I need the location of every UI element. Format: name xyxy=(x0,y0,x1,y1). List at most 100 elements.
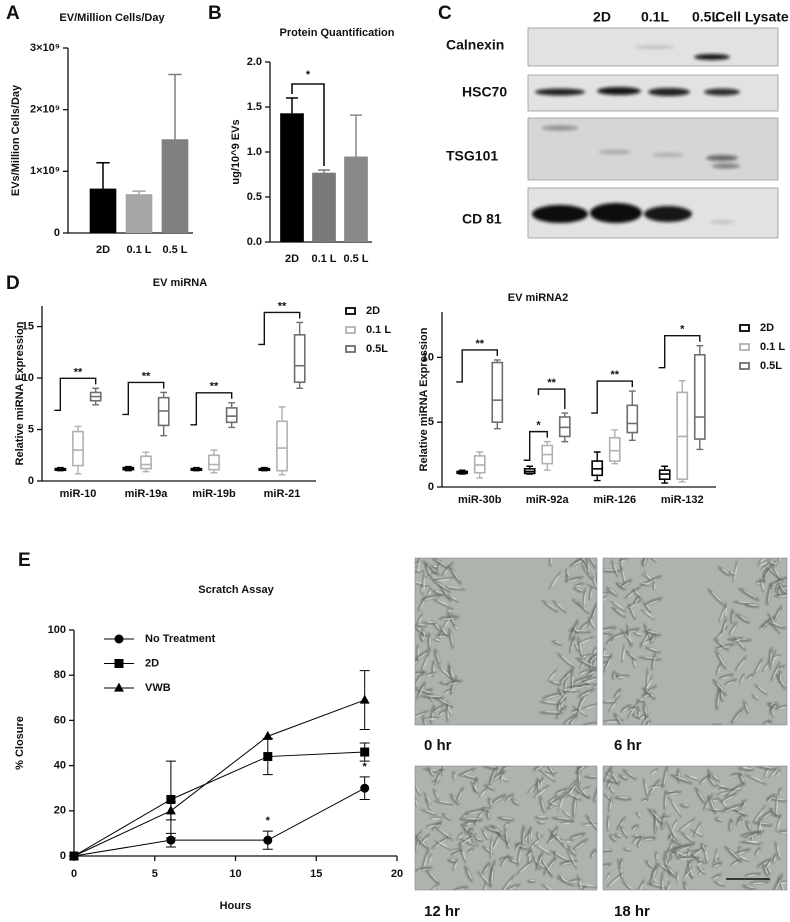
cell-highlight xyxy=(530,830,533,840)
cell-highlight xyxy=(663,770,668,785)
cell-highlight xyxy=(689,863,693,877)
cell xyxy=(713,848,718,864)
cell-highlight xyxy=(758,822,771,825)
cell-highlight xyxy=(435,791,440,799)
cell xyxy=(425,716,440,720)
significance-label: * xyxy=(363,761,368,773)
box-whisker xyxy=(628,390,636,442)
cell xyxy=(466,847,475,855)
cell xyxy=(532,766,548,772)
box-whisker xyxy=(476,451,484,479)
cell xyxy=(425,571,437,578)
cell-highlight xyxy=(653,583,656,590)
cell xyxy=(699,842,706,852)
cell xyxy=(611,606,627,619)
cell-highlight xyxy=(635,632,642,635)
cell xyxy=(649,863,658,886)
cell-highlight xyxy=(460,837,473,845)
cell xyxy=(761,863,769,878)
cell xyxy=(613,833,622,839)
cell xyxy=(619,578,633,588)
cell xyxy=(548,569,562,590)
x-tick-label: 0 xyxy=(71,868,77,880)
blot-row-label: CD 81 xyxy=(462,211,502,227)
cell-highlight xyxy=(688,775,698,780)
cell xyxy=(620,564,626,586)
cell xyxy=(757,818,761,834)
legend-swatch xyxy=(345,326,356,334)
cell-highlight xyxy=(732,612,734,623)
cell xyxy=(694,857,707,865)
cell-highlight xyxy=(428,870,438,882)
micrograph-border xyxy=(414,765,598,891)
significance-label: * xyxy=(680,324,685,336)
cell-highlight xyxy=(614,602,625,610)
cell xyxy=(764,858,771,870)
cell-highlight xyxy=(426,695,441,698)
cell-highlight xyxy=(666,852,669,858)
significance-bracket xyxy=(523,430,548,461)
cell-highlight xyxy=(450,667,455,681)
cell-highlight xyxy=(580,884,596,887)
cell-highlight xyxy=(773,656,780,659)
y-tick-label: 15 xyxy=(22,320,34,332)
cell xyxy=(616,816,626,831)
cell xyxy=(610,631,630,639)
cell-highlight xyxy=(428,589,432,596)
y-axis-label: % Closure xyxy=(14,716,26,770)
cell xyxy=(481,766,499,770)
cell-highlight xyxy=(554,640,562,644)
cell-highlight xyxy=(697,862,703,865)
x-tick-label: 10 xyxy=(229,868,241,880)
cell xyxy=(571,627,580,634)
cell-highlight xyxy=(415,661,418,666)
cell xyxy=(581,884,587,890)
cell-highlight xyxy=(603,593,607,596)
cell-highlight xyxy=(717,666,721,675)
box-whisker xyxy=(611,429,619,465)
blot-band xyxy=(648,88,690,96)
cell-highlight xyxy=(720,608,726,621)
cell xyxy=(682,880,689,890)
cell-highlight xyxy=(559,797,564,810)
cell-highlight xyxy=(779,790,782,795)
blot-band xyxy=(635,45,675,49)
cell-highlight xyxy=(767,588,772,603)
cell xyxy=(576,784,590,800)
y-tick-label: 5 xyxy=(428,416,434,428)
cell-highlight xyxy=(464,774,476,778)
cell xyxy=(573,582,585,588)
cell-highlight xyxy=(778,558,781,562)
cell-highlight xyxy=(415,713,425,720)
cell xyxy=(431,580,452,594)
panel-letter: C xyxy=(438,3,452,24)
box-whisker xyxy=(74,425,82,475)
cell-highlight xyxy=(516,844,521,850)
cell xyxy=(644,646,662,654)
box-whisker xyxy=(160,391,168,437)
cell-highlight xyxy=(779,584,786,593)
cell-highlight xyxy=(432,565,439,568)
cell xyxy=(478,786,488,798)
cell xyxy=(765,620,787,630)
cell-highlight xyxy=(645,578,658,585)
cell xyxy=(770,563,781,581)
cell-highlight xyxy=(561,655,573,666)
cell-highlight xyxy=(570,639,575,651)
cell-highlight xyxy=(644,611,654,619)
cell xyxy=(605,637,614,646)
cell-highlight xyxy=(574,628,579,633)
cell-highlight xyxy=(430,769,434,776)
significance-bracket xyxy=(537,388,566,410)
significance-bracket xyxy=(122,381,165,416)
error-bar xyxy=(318,169,330,173)
cell xyxy=(464,808,489,815)
cell-highlight xyxy=(438,841,449,848)
box xyxy=(693,353,706,440)
significance-label: ** xyxy=(547,377,556,389)
cell-highlight xyxy=(745,703,749,713)
cell-highlight xyxy=(415,799,418,806)
blot-band xyxy=(706,155,738,161)
cell xyxy=(585,583,597,591)
cell-highlight xyxy=(483,884,487,890)
